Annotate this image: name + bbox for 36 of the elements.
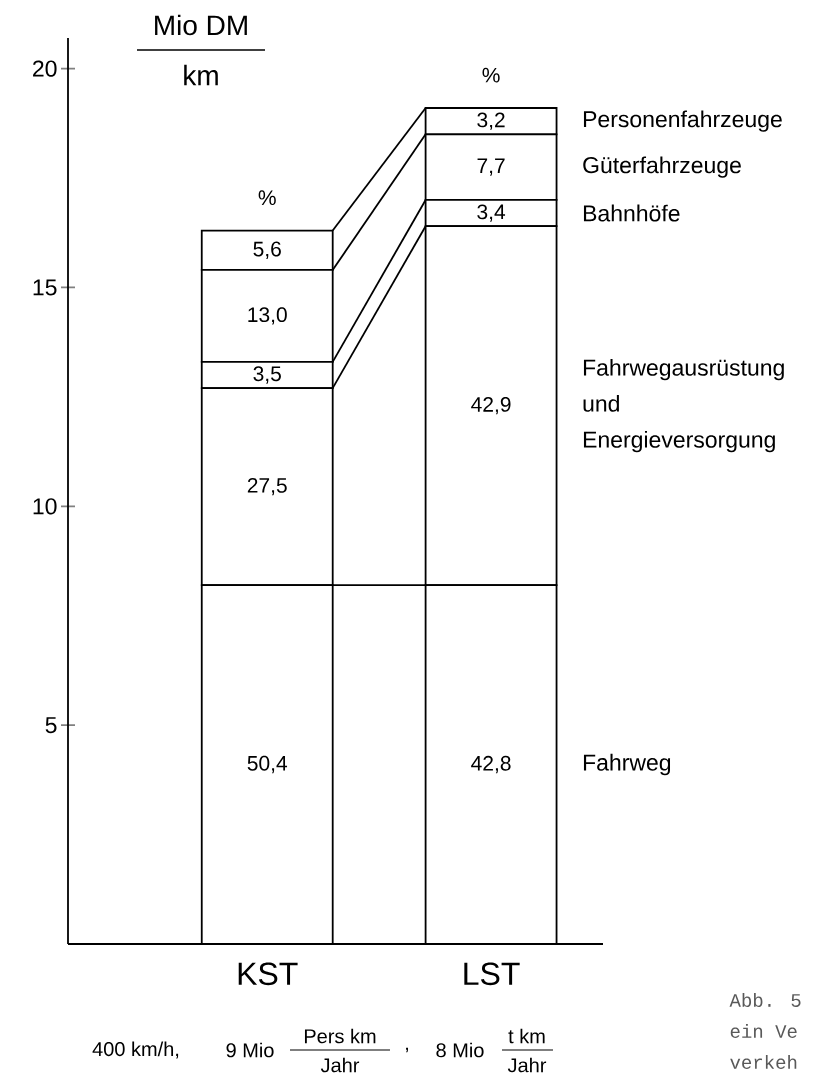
series-label: Personenfahrzeuge	[583, 110, 782, 132]
text: 9 Mio	[226, 1042, 274, 1058]
text: ,	[406, 1047, 408, 1053]
annotation: 3,5	[253, 366, 281, 384]
y-tick-label: 10	[33, 498, 57, 515]
annotation: 7,7	[477, 158, 505, 176]
text: Pers km	[304, 1028, 376, 1044]
series-label: Fahrwegausrüstung und Energieversorgung	[583, 358, 784, 453]
annotation: 27,5	[247, 477, 287, 496]
y-axis-title: Mio DM	[155, 14, 247, 36]
annotation: 42,9	[471, 396, 511, 415]
y-tick-label: 20	[33, 60, 57, 77]
text: Jahr	[320, 1057, 360, 1073]
text: 400 km/h,	[92, 1041, 179, 1059]
text: 8 Mio	[436, 1042, 484, 1058]
text: Jahr	[507, 1057, 547, 1073]
series-label: Güterfahrzeuge	[583, 156, 741, 178]
y-tick-label: 5	[45, 717, 57, 734]
text: t km	[508, 1028, 545, 1044]
annotation: 3,2	[477, 112, 505, 130]
series-label: Fahrweg	[583, 753, 671, 776]
annotation: %	[482, 67, 500, 83]
annotation: 5,6	[253, 241, 281, 259]
annotation: 13,0	[248, 307, 287, 325]
annotation: 50,4	[247, 755, 288, 774]
annotation: %	[258, 190, 276, 206]
x-tick-label: KST	[238, 962, 298, 986]
caption: Abb. 5	[729, 993, 801, 1007]
annotation: 42,8	[471, 755, 511, 774]
text: ein Ve	[730, 1024, 797, 1038]
x-tick-label: LST	[464, 962, 520, 986]
annotation: 3,4	[477, 204, 506, 222]
y-tick-label: 15	[33, 279, 57, 296]
annotation: km	[184, 64, 218, 86]
text: verkeh	[730, 1055, 797, 1069]
series-label: Bahnhöfe	[583, 204, 680, 222]
